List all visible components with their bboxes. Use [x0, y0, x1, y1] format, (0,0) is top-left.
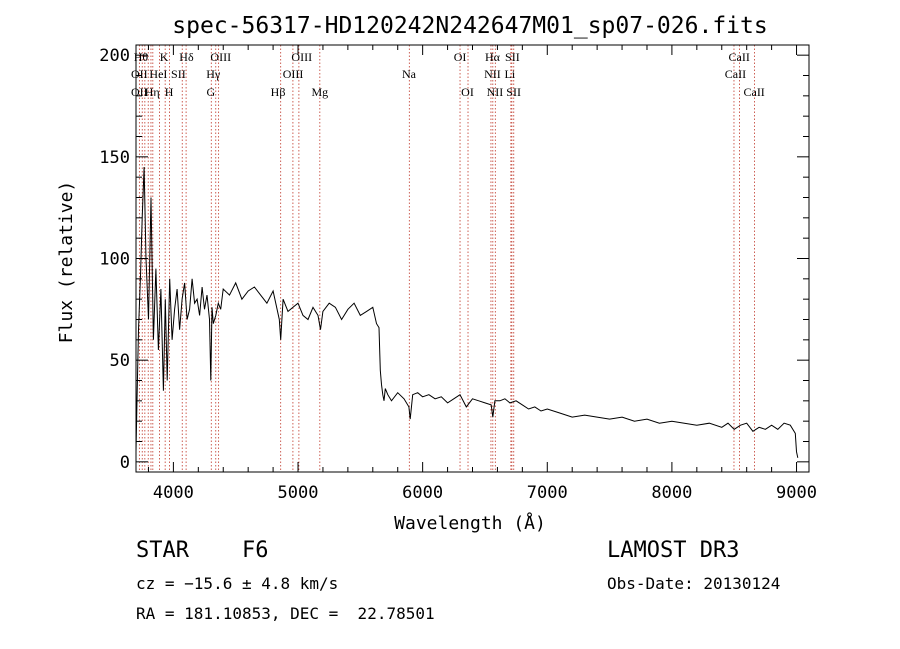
spectral-line-label: Hα [485, 50, 501, 64]
redshift-text: cz = −15.6 ± 4.8 km/s [136, 574, 339, 593]
spectral-line-label: Li [505, 67, 516, 81]
y-tick-label: 100 [99, 250, 130, 270]
spectral-line-label: Hθ [134, 50, 149, 64]
spectral-line-label: CaII [729, 50, 750, 64]
x-axis-label: Wavelength (Å) [394, 512, 546, 534]
survey-name: LAMOST DR3 [607, 538, 740, 563]
spectral-line-labels: Hθ K Hδ OIII OIII OI Hα SII CaII OII HeI SII Hγ OIII N… [131, 50, 765, 99]
spectral-line-label: Hδ [179, 50, 194, 64]
spectral-line-label: Hβ [271, 85, 286, 99]
spectral-line-label: K [160, 50, 169, 64]
spectral-line-label: SII [171, 67, 186, 81]
y-tick-label: 150 [99, 148, 130, 168]
plot-frame [135, 44, 810, 473]
spectral-line-label: SII [506, 85, 521, 99]
spectral-line-label: CaII [725, 67, 746, 81]
spectral-line-label: Mg [311, 85, 328, 99]
chart-title: spec-56317-HD120242N242647M01_sp07-026.f… [172, 13, 767, 39]
spectral-line-label: Hη [145, 85, 160, 99]
spectral-line-label: Hγ [206, 67, 221, 81]
x-tick-label: 9000 [776, 483, 817, 503]
y-axis-label: Flux (relative) [56, 181, 77, 344]
x-tick-label: 5000 [278, 483, 319, 503]
object-class: STAR [136, 538, 189, 563]
y-tick-label: 50 [110, 351, 130, 371]
spectral-line-label: OIII [291, 50, 312, 64]
spectral-line-label: OIII [210, 50, 231, 64]
spectrum-line [135, 166, 799, 458]
x-tick-label: 4000 [153, 483, 194, 503]
x-tick-label: 6000 [402, 483, 443, 503]
spectral-line-label: OII [131, 67, 148, 81]
spectral-line-label: OII [131, 85, 148, 99]
spectral-line-label: CaII [743, 85, 764, 99]
spectral-line-label: H [165, 85, 174, 99]
spectral-line-label: G [206, 85, 215, 99]
spectral-line-label: SII [505, 50, 520, 64]
x-tick-label: 7000 [527, 483, 568, 503]
spectral-line-label: OI [454, 50, 467, 64]
x-axis: 4000 5000 6000 7000 8000 9000 [147, 45, 817, 503]
subclass: F6 [242, 538, 269, 563]
spectral-line-label: HeI [149, 67, 167, 81]
spectral-line-markers [138, 45, 755, 472]
y-tick-label: 200 [99, 46, 130, 66]
spectral-line-label: Na [402, 67, 417, 81]
x-tick-label: 8000 [651, 483, 692, 503]
spectral-line-label: NII [484, 67, 501, 81]
spectral-line-label: OIII [283, 67, 304, 81]
y-tick-label: 0 [120, 453, 130, 473]
coordinates: RA = 181.10853, DEC = 22.78501 [136, 604, 435, 623]
spectral-line-label: OI [461, 85, 474, 99]
y-axis: 0 50 100 150 200 [99, 46, 809, 473]
obs-date: Obs-Date: 20130124 [607, 574, 781, 593]
spectral-line-label: NII [487, 85, 504, 99]
